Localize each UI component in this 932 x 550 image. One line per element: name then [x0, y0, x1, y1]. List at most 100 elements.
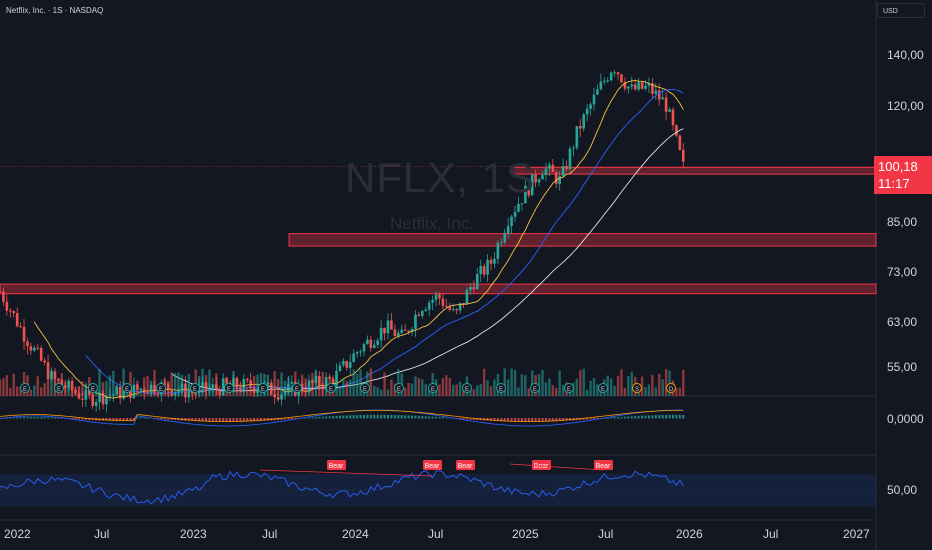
macd-histogram-bar [122, 418, 125, 422]
candle [383, 327, 386, 334]
macd-histogram-bar [369, 414, 372, 419]
price-axis-tick: 55,00 [887, 360, 918, 374]
currency-button[interactable]: USD [877, 3, 925, 18]
macd-histogram-bar [541, 418, 544, 422]
volume-bar [441, 378, 445, 396]
macd-histogram-bar [263, 418, 266, 421]
macd-histogram-bar [634, 416, 637, 419]
candle [520, 203, 524, 205]
macd-histogram-bar [400, 415, 403, 419]
candle [551, 164, 555, 173]
macd-histogram-bar [527, 418, 530, 422]
macd-histogram-bar [641, 415, 644, 419]
macd-histogram-bar [335, 415, 338, 419]
volume-bar [187, 373, 191, 396]
macd-histogram-bar [613, 417, 616, 419]
volume-bar [397, 369, 400, 396]
candle [493, 258, 496, 264]
macd-histogram-bar [654, 415, 657, 419]
volume-bar [101, 382, 105, 396]
macd-histogram-bar [108, 418, 111, 421]
macd-histogram-bar [321, 416, 324, 419]
candle [637, 82, 640, 90]
event-marker [54, 383, 64, 393]
macd-histogram-bar [630, 416, 633, 419]
volume-bar [575, 378, 579, 396]
candle [671, 109, 675, 126]
volume-bar [232, 371, 235, 396]
candle [421, 311, 424, 316]
candle [554, 172, 558, 184]
volume-bar [620, 369, 623, 396]
volume-bar [12, 373, 15, 396]
macd-histogram-bar [256, 418, 259, 422]
candle [393, 329, 397, 337]
volume-bar [630, 371, 633, 396]
candle [379, 327, 383, 341]
volume-bar [118, 386, 122, 396]
candle [335, 371, 338, 386]
candle [22, 326, 26, 342]
candle [475, 273, 479, 290]
macd-histogram-bar [359, 414, 362, 419]
macd-histogram-bar [349, 415, 352, 419]
volume-bar [383, 372, 386, 396]
candle [410, 328, 414, 332]
volume-bar [438, 384, 441, 396]
divergence-line [259, 469, 433, 477]
volume-bar [2, 378, 5, 396]
candle [455, 309, 458, 311]
volume-bar [67, 383, 70, 396]
event-marker-label: E [363, 387, 367, 393]
candle [427, 302, 431, 310]
event-marker [666, 383, 676, 393]
macd-histogram-bar [215, 418, 218, 422]
volume-bar [29, 389, 33, 396]
event-marker [394, 383, 404, 393]
macd-histogram-bar [445, 417, 448, 419]
candle [352, 353, 355, 363]
volume-bar [249, 383, 252, 396]
macd-histogram-bar [682, 414, 685, 419]
macd-histogram-bar [524, 418, 527, 422]
candle [390, 320, 393, 330]
macd-histogram-bar [5, 417, 8, 419]
volume-bar [616, 375, 620, 396]
volume-bar [524, 375, 527, 396]
volume-bar [654, 387, 658, 396]
candle [362, 344, 366, 352]
candle [242, 378, 246, 391]
volume-bar [561, 385, 565, 396]
candle [369, 339, 373, 348]
candle [386, 320, 390, 334]
macd-histogram-bar [562, 418, 565, 421]
macd-histogram-bar [40, 417, 43, 419]
event-marker [462, 383, 472, 393]
macd-histogram-bar [235, 418, 238, 422]
macd-histogram-bar [496, 418, 499, 422]
macd-histogram-bar [589, 418, 592, 420]
volume-bar [555, 387, 558, 396]
volume-bar [105, 381, 108, 396]
macd-histogram-bar [404, 415, 407, 419]
macd-histogram-bar [53, 417, 56, 419]
macd-histogram-bar [345, 415, 348, 419]
macd-histogram-bar [57, 417, 60, 419]
volume-bar [558, 370, 561, 396]
volume-bar [108, 375, 112, 396]
macd-histogram-bar [325, 416, 328, 419]
macd-histogram-bar [338, 415, 341, 419]
candle [524, 185, 527, 204]
volume-bar [112, 370, 115, 396]
macd-histogram-bar [651, 415, 654, 419]
volume-bar [149, 380, 153, 396]
macd-histogram-bar [448, 417, 451, 419]
macd-histogram-bar [441, 417, 444, 419]
macd-histogram-bar [143, 417, 146, 419]
time-axis-tick: 2027 [843, 527, 870, 541]
candle [26, 341, 29, 347]
volume-bar [246, 386, 249, 396]
candle [647, 83, 651, 86]
